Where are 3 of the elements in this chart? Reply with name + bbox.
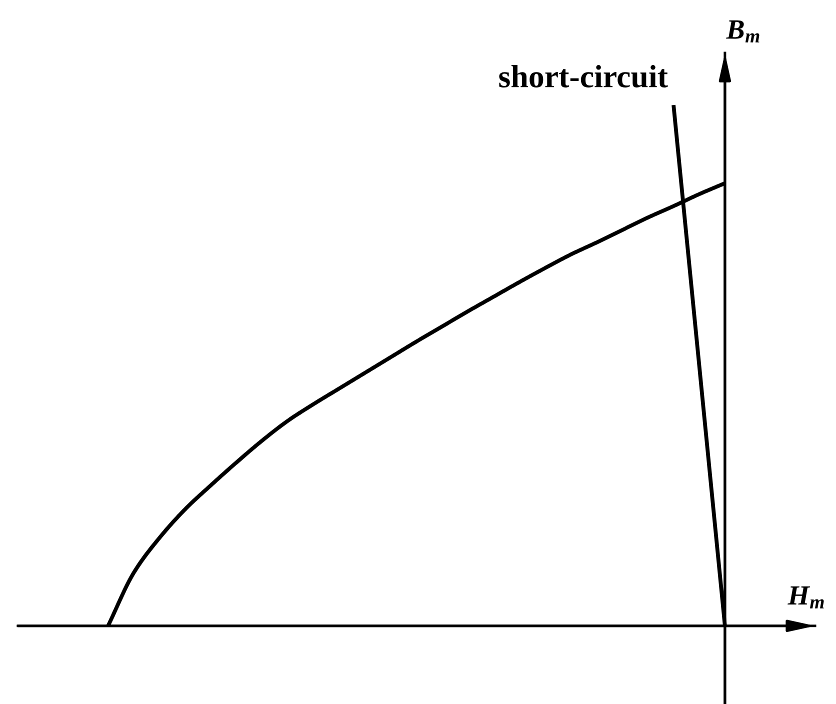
x-axis-title: H$_{m}$	[788, 586, 824, 608]
legend-label: short-circuit	[499, 65, 668, 88]
y-axis-title: B$_{m}$	[726, 20, 760, 42]
